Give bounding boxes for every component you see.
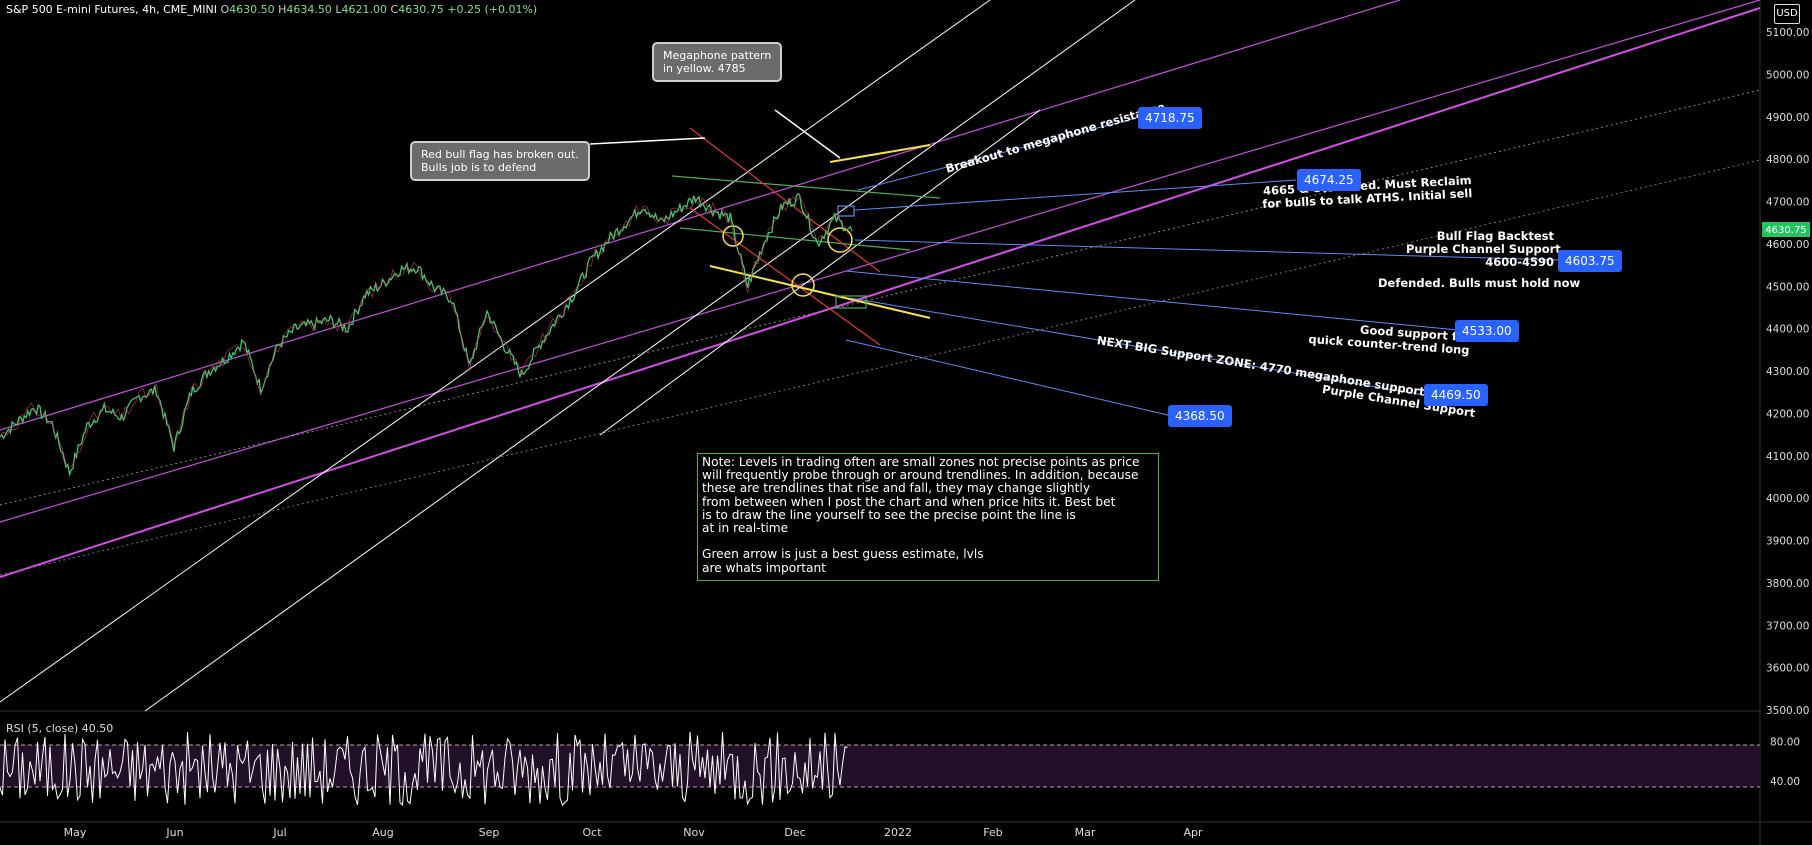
y-tick-label: 4000.00	[1766, 493, 1809, 505]
y-tick-label: 4600.00	[1766, 239, 1809, 251]
price-label-4469: 4469.50	[1424, 384, 1488, 406]
price-label-4718: 4718.75	[1138, 107, 1202, 129]
megaphone-callout: Megaphone pattern in yellow. 4785	[652, 42, 783, 82]
x-tick-label: Jul	[272, 826, 286, 839]
chart-header: S&P 500 E-mini Futures, 4h, CME_MINI O46…	[6, 3, 537, 16]
trendlines	[0, 0, 1761, 712]
x-axis: May Jun Jul Aug Sep Oct Nov Dec 2022 Feb Mar Apr	[64, 826, 1203, 839]
price-label-4603: 4603.75	[1558, 250, 1622, 272]
y-tick-label: 5100.00	[1766, 27, 1809, 39]
close-key: C	[390, 3, 399, 16]
rsi-value: 40.50	[81, 722, 114, 735]
price-line	[0, 192, 853, 477]
x-tick-label: Feb	[983, 826, 1002, 839]
y-tick-label: 3500.00	[1766, 705, 1809, 717]
price-label-4533: 4533.00	[1455, 320, 1519, 342]
close-value: 4630.75	[398, 3, 444, 16]
y-tick-label: 5000.00	[1766, 69, 1809, 81]
x-tick-label: 2022	[884, 826, 912, 839]
x-tick-label: Oct	[582, 826, 602, 839]
open-value: 4630.50	[229, 3, 275, 16]
high-value: 4634.50	[286, 3, 332, 16]
y-tick-label: 3600.00	[1766, 663, 1809, 675]
rsi-name: RSI (5, close)	[6, 722, 79, 735]
price-series	[0, 192, 853, 477]
x-tick-label: Nov	[683, 826, 705, 839]
low-value: 4621.00	[341, 3, 388, 16]
x-tick-label: May	[64, 826, 87, 839]
bullflag-callout: Red bull flag has broken out. Bulls job …	[410, 141, 590, 181]
backtest-annotation: Bull Flag Backtest Purple Channel Suppor…	[1406, 229, 1561, 269]
symbol-title[interactable]: S&P 500 E-mini Futures, 4h, CME_MINI	[6, 3, 217, 16]
high-key: H	[278, 3, 287, 16]
rsi-band	[0, 745, 1760, 787]
x-tick-label: Jun	[165, 826, 183, 839]
last-price-label: 4630.75	[1765, 225, 1806, 236]
y-tick-label: 3700.00	[1766, 620, 1809, 632]
change-value: +0.25 (+0.01%)	[447, 3, 538, 16]
y-tick-label: 4100.00	[1766, 451, 1809, 463]
y-tick-label: 4900.00	[1766, 112, 1809, 124]
rsi-title: RSI (5, close) 40.50	[6, 722, 113, 735]
low-key: L	[335, 3, 342, 16]
last-price-tag	[1762, 222, 1810, 237]
y-tick-label: 4500.00	[1766, 281, 1809, 293]
defended-annotation: Defended. Bulls must hold now	[1378, 276, 1581, 290]
x-tick-label: Sep	[479, 826, 500, 839]
y-tick-label: 4400.00	[1766, 324, 1809, 336]
x-tick-label: Apr	[1183, 826, 1203, 839]
y-tick-label: 4700.00	[1766, 197, 1809, 209]
y-tick-label: 4800.00	[1766, 154, 1809, 166]
currency-button[interactable]: USD	[1774, 4, 1800, 24]
rsi-tick-label: 40.00	[1770, 776, 1800, 788]
rsi-line	[0, 731, 848, 807]
x-tick-label: Dec	[784, 826, 805, 839]
y-tick-label: 4200.00	[1766, 408, 1809, 420]
y-axis: 5100.00 5000.00 4900.00 4800.00 4700.00 4600.…	[1766, 27, 1809, 717]
rsi-axis: 80.00 40.00	[1770, 737, 1800, 788]
y-tick-label: 3800.00	[1766, 578, 1809, 590]
x-tick-label: Mar	[1075, 826, 1096, 839]
rsi-tick-label: 80.00	[1770, 737, 1800, 749]
note-box: Note: Levels in trading often are small …	[697, 453, 1159, 581]
y-tick-label: 3900.00	[1766, 536, 1809, 548]
rsi-series	[0, 731, 848, 807]
y-tick-label: 4300.00	[1766, 366, 1809, 378]
x-tick-label: Aug	[372, 826, 393, 839]
price-line-down	[0, 196, 849, 469]
open-key: O	[220, 3, 230, 16]
price-label-4368: 4368.50	[1168, 405, 1232, 427]
price-label-4674: 4674.25	[1297, 169, 1361, 191]
